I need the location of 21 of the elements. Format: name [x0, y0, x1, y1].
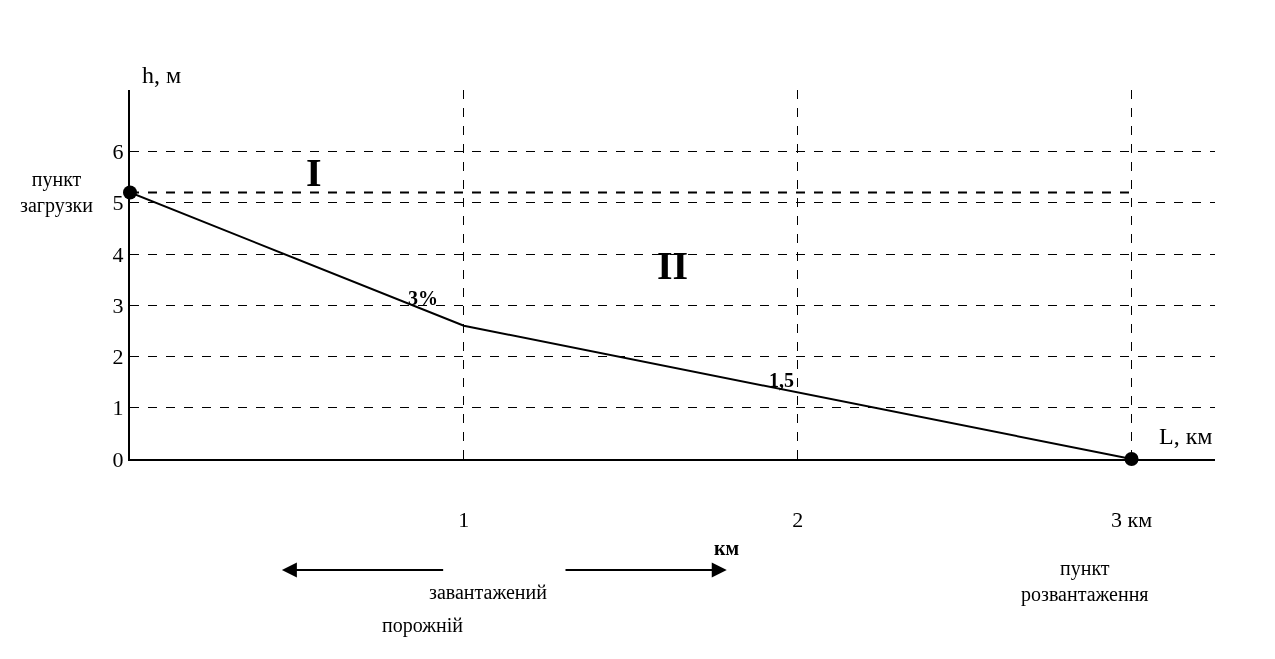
y-tick-label: 5	[112, 190, 124, 216]
text: км	[714, 537, 740, 559]
x-tick-label: 1	[458, 507, 470, 533]
annotation: I	[306, 150, 322, 195]
text: порожній	[382, 614, 464, 637]
x-tick-label: 2	[792, 507, 804, 533]
y-tick-label: 6	[112, 139, 124, 165]
text: пункт розвантаження	[1021, 557, 1149, 606]
y-tick-label: 2	[112, 344, 124, 370]
annotation: 1,5	[769, 369, 794, 391]
y-tick-label: 4	[112, 241, 124, 267]
y-tick-label: 1	[112, 395, 124, 421]
x-tick-label: 3 км	[1110, 507, 1153, 533]
x-axis-title: L, км	[1159, 423, 1213, 449]
y-axis-title: h, м	[142, 62, 182, 88]
annotation: II	[657, 243, 689, 288]
text: завантажений	[429, 581, 548, 603]
y-tick-label: 3	[112, 292, 124, 318]
text: пункт загрузки	[20, 168, 94, 217]
y-tick-label: 0	[112, 446, 124, 472]
annotation: 3%	[408, 287, 438, 309]
